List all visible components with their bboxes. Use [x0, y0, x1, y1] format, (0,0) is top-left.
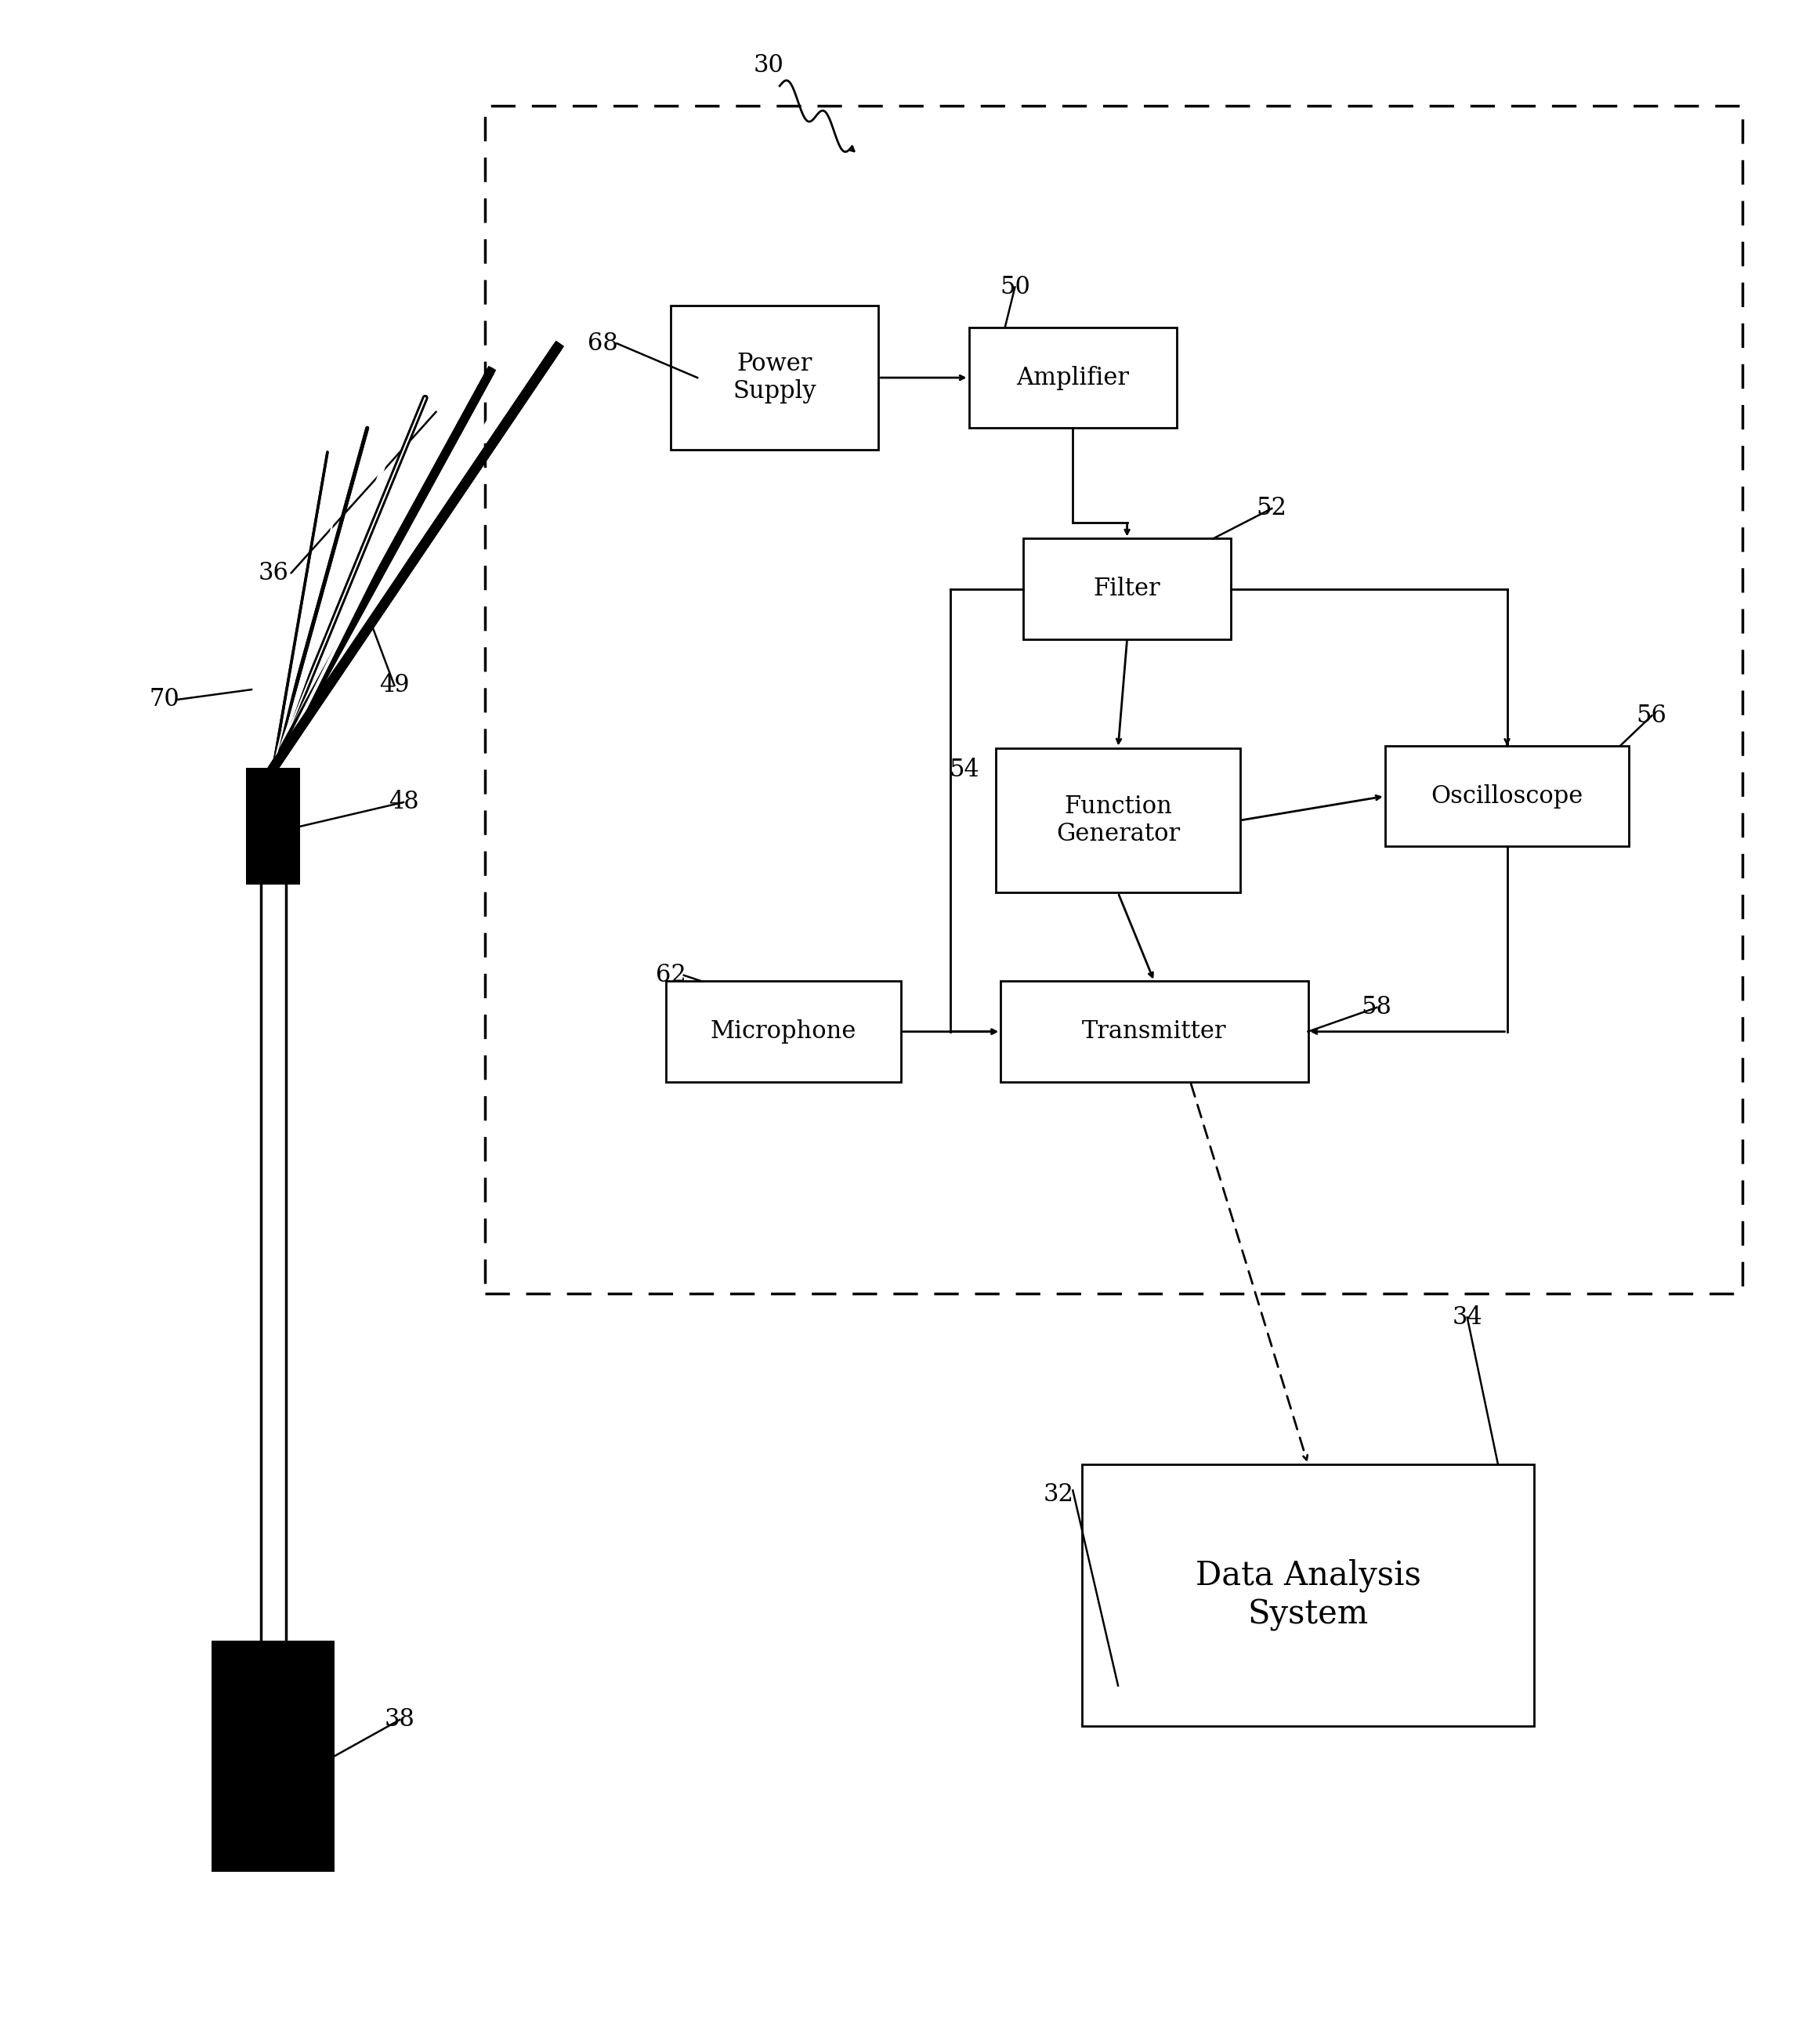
Text: 34: 34: [1452, 1305, 1481, 1329]
Text: 52: 52: [1256, 496, 1287, 520]
FancyBboxPatch shape: [1385, 746, 1629, 846]
FancyBboxPatch shape: [1001, 981, 1309, 1082]
Text: Transmitter: Transmitter: [1081, 1020, 1227, 1044]
FancyBboxPatch shape: [666, 981, 901, 1082]
Text: 49: 49: [379, 674, 410, 698]
Text: 70: 70: [149, 688, 180, 712]
Text: Microphone: Microphone: [710, 1020, 857, 1044]
Text: 38: 38: [384, 1707, 415, 1732]
Text: Data Analysis
System: Data Analysis System: [1196, 1560, 1421, 1631]
FancyBboxPatch shape: [996, 749, 1239, 892]
Text: 56: 56: [1636, 704, 1667, 728]
Text: 36: 36: [258, 560, 288, 585]
Text: 48: 48: [388, 791, 419, 815]
Text: 32: 32: [1043, 1483, 1074, 1507]
FancyBboxPatch shape: [1081, 1465, 1534, 1726]
FancyBboxPatch shape: [1023, 538, 1230, 639]
FancyBboxPatch shape: [211, 1641, 335, 1871]
Text: Filter: Filter: [1094, 577, 1161, 601]
Text: 68: 68: [588, 332, 617, 356]
Text: Oscilloscope: Oscilloscope: [1431, 785, 1583, 809]
Text: 30: 30: [753, 55, 784, 79]
Text: 50: 50: [999, 275, 1030, 299]
FancyBboxPatch shape: [246, 769, 300, 884]
FancyBboxPatch shape: [968, 328, 1178, 429]
Text: Amplifier: Amplifier: [1016, 366, 1128, 390]
FancyBboxPatch shape: [670, 305, 879, 451]
Text: 54: 54: [948, 759, 979, 783]
Text: Function
Generator: Function Generator: [1056, 795, 1179, 846]
Text: Power
Supply: Power Supply: [732, 352, 815, 405]
Text: 58: 58: [1361, 995, 1392, 1020]
Text: 62: 62: [655, 963, 686, 987]
